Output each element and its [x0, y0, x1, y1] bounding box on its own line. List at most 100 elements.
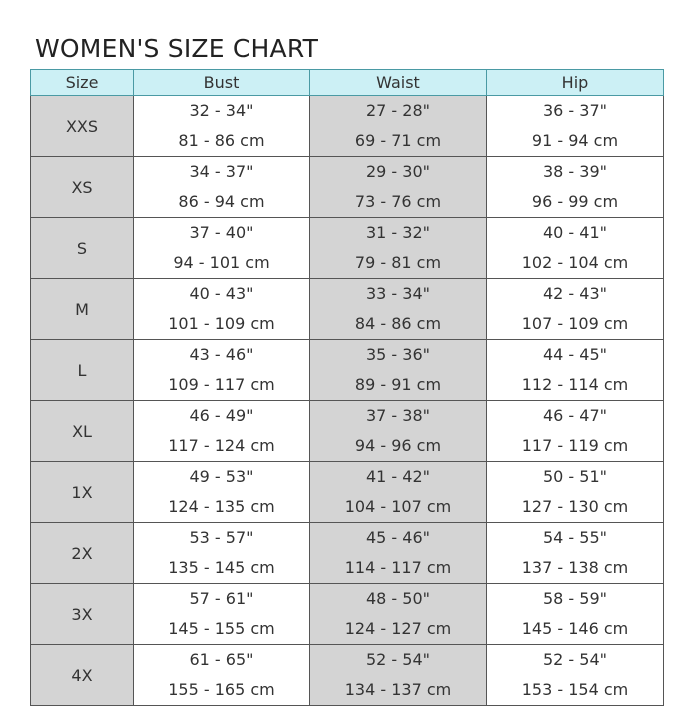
hip-value: 38 - 39" [542, 162, 608, 181]
waist-cell: 33 - 34" 84 - 86 cm [309, 278, 487, 340]
waist-value: 94 - 96 cm [354, 436, 442, 455]
hip-cell: 44 - 45" 112 - 114 cm [486, 339, 664, 401]
bust-value: 94 - 101 cm [173, 253, 270, 272]
bust-value: 61 - 65" [189, 650, 254, 669]
size-cell: XL [30, 400, 134, 462]
hip-value: 127 - 130 cm [521, 497, 629, 516]
hip-value: 36 - 37" [542, 101, 608, 120]
waist-value: 52 - 54" [365, 650, 431, 669]
hip-value: 46 - 47" [542, 406, 608, 425]
size-cell: 3X [30, 583, 134, 645]
table-body: XXS 32 - 34" 81 - 86 cm 27 - 28" 69 - 71 cm 3… [30, 95, 664, 706]
bust-cell: 32 - 34" 81 - 86 cm [133, 95, 310, 157]
bust-value: 34 - 37" [189, 162, 254, 181]
hip-value: 112 - 114 cm [521, 375, 629, 394]
column-header: Bust [133, 69, 310, 96]
bust-value: 49 - 53" [189, 467, 254, 486]
column-header: Size [30, 69, 134, 96]
bust-cell: 53 - 57" 135 - 145 cm [133, 522, 310, 584]
waist-cell: 31 - 32" 79 - 81 cm [309, 217, 487, 279]
bust-cell: 61 - 65" 155 - 165 cm [133, 644, 310, 706]
size-cell: L [30, 339, 134, 401]
bust-cell: 43 - 46" 109 - 117 cm [133, 339, 310, 401]
bust-cell: 37 - 40" 94 - 101 cm [133, 217, 310, 279]
column-header: Hip [486, 69, 664, 96]
bust-value: 57 - 61" [189, 589, 254, 608]
size-cell: M [30, 278, 134, 340]
bust-value: 145 - 155 cm [168, 619, 275, 638]
bust-value: 40 - 43" [189, 284, 254, 303]
hip-cell: 58 - 59" 145 - 146 cm [486, 583, 664, 645]
table-row: L 43 - 46" 109 - 117 cm 35 - 36" 89 - 91 cm 4… [30, 339, 664, 401]
waist-value: 29 - 30" [365, 162, 431, 181]
hip-cell: 54 - 55" 137 - 138 cm [486, 522, 664, 584]
size-cell: 1X [30, 461, 134, 523]
hip-cell: 40 - 41" 102 - 104 cm [486, 217, 664, 279]
waist-value: 104 - 107 cm [344, 497, 452, 516]
waist-value: 35 - 36" [365, 345, 431, 364]
waist-value: 31 - 32" [365, 223, 431, 242]
bust-value: 43 - 46" [189, 345, 254, 364]
waist-cell: 29 - 30" 73 - 76 cm [309, 156, 487, 218]
waist-value: 134 - 137 cm [344, 680, 452, 699]
table-row: 3X 57 - 61" 145 - 155 cm 48 - 50" 124 - 127 … [30, 583, 664, 645]
waist-value: 41 - 42" [365, 467, 431, 486]
waist-value: 79 - 81 cm [354, 253, 442, 272]
size-cell: 4X [30, 644, 134, 706]
hip-cell: 50 - 51" 127 - 130 cm [486, 461, 664, 523]
waist-cell: 35 - 36" 89 - 91 cm [309, 339, 487, 401]
bust-value: 37 - 40" [189, 223, 254, 242]
size-cell: XXS [30, 95, 134, 157]
hip-cell: 42 - 43" 107 - 109 cm [486, 278, 664, 340]
column-header: Waist [309, 69, 487, 96]
hip-value: 117 - 119 cm [521, 436, 629, 455]
size-cell: XS [30, 156, 134, 218]
hip-cell: 52 - 54" 153 - 154 cm [486, 644, 664, 706]
hip-value: 137 - 138 cm [521, 558, 629, 577]
bust-value: 32 - 34" [189, 101, 254, 120]
waist-cell: 48 - 50" 124 - 127 cm [309, 583, 487, 645]
bust-value: 109 - 117 cm [168, 375, 275, 394]
hip-value: 107 - 109 cm [521, 314, 629, 333]
waist-value: 45 - 46" [365, 528, 431, 547]
table-row: XL 46 - 49" 117 - 124 cm 37 - 38" 94 - 96 cm… [30, 400, 664, 462]
bust-cell: 40 - 43" 101 - 109 cm [133, 278, 310, 340]
title: WOMEN'S SIZE CHART [35, 34, 319, 63]
waist-value: 73 - 76 cm [354, 192, 442, 211]
table-row: 4X 61 - 65" 155 - 165 cm 52 - 54" 134 - 137 … [30, 644, 664, 706]
size-cell: S [30, 217, 134, 279]
table-row: 1X 49 - 53" 124 - 135 cm 41 - 42" 104 - 107 … [30, 461, 664, 523]
waist-cell: 27 - 28" 69 - 71 cm [309, 95, 487, 157]
hip-value: 40 - 41" [542, 223, 608, 242]
table-row: S 37 - 40" 94 - 101 cm 31 - 32" 79 - 81 cm 40… [30, 217, 664, 279]
bust-value: 46 - 49" [189, 406, 254, 425]
table-row: M 40 - 43" 101 - 109 cm 33 - 34" 84 - 86 cm 4… [30, 278, 664, 340]
bust-cell: 46 - 49" 117 - 124 cm [133, 400, 310, 462]
hip-value: 54 - 55" [542, 528, 608, 547]
bust-cell: 49 - 53" 124 - 135 cm [133, 461, 310, 523]
bust-value: 81 - 86 cm [178, 131, 265, 150]
hip-value: 52 - 54" [542, 650, 608, 669]
table-row: XXS 32 - 34" 81 - 86 cm 27 - 28" 69 - 71 cm 3… [30, 95, 664, 157]
bust-value: 135 - 145 cm [168, 558, 275, 577]
waist-cell: 37 - 38" 94 - 96 cm [309, 400, 487, 462]
table-row: XS 34 - 37" 86 - 94 cm 29 - 30" 73 - 76 cm 38… [30, 156, 664, 218]
waist-cell: 52 - 54" 134 - 137 cm [309, 644, 487, 706]
bust-value: 117 - 124 cm [168, 436, 275, 455]
size-cell: 2X [30, 522, 134, 584]
bust-value: 124 - 135 cm [168, 497, 275, 516]
bust-value: 53 - 57" [189, 528, 254, 547]
hip-value: 96 - 99 cm [531, 192, 619, 211]
waist-value: 69 - 71 cm [354, 131, 442, 150]
bust-value: 101 - 109 cm [168, 314, 275, 333]
waist-value: 89 - 91 cm [354, 375, 442, 394]
header-row: Size Bust Waist Hip [30, 69, 664, 96]
waist-value: 114 - 117 cm [344, 558, 452, 577]
bust-value: 86 - 94 cm [178, 192, 265, 211]
waist-value: 37 - 38" [365, 406, 431, 425]
bust-value: 155 - 165 cm [168, 680, 275, 699]
size-table: Size Bust Waist Hip XXS 32 - 34" 81 - 86 cm 27… [30, 69, 664, 706]
waist-cell: 41 - 42" 104 - 107 cm [309, 461, 487, 523]
hip-cell: 38 - 39" 96 - 99 cm [486, 156, 664, 218]
